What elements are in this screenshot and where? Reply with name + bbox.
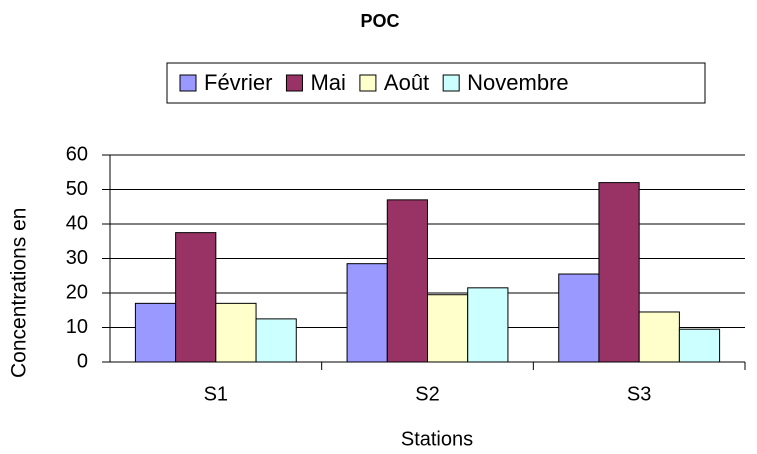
legend-label: Février — [204, 70, 272, 95]
y-tick-label: 30 — [66, 247, 88, 269]
legend-label: Mai — [310, 70, 345, 95]
bar — [134, 302, 177, 363]
bar — [346, 263, 388, 363]
x-tick-label: S3 — [627, 383, 651, 405]
x-tick-label: S1 — [204, 383, 228, 405]
legend-swatch — [442, 74, 460, 92]
legend-swatch — [359, 74, 377, 92]
chart-title: POC — [360, 11, 399, 31]
x-axis-label: Stations — [401, 428, 473, 450]
y-tick-label: 20 — [66, 281, 88, 303]
bar — [215, 302, 257, 363]
y-tick-label: 50 — [66, 178, 88, 200]
x-tick-label: S2 — [415, 383, 439, 405]
bar — [386, 199, 428, 363]
bar — [427, 294, 469, 363]
bar — [255, 318, 297, 363]
legend-label: Août — [384, 70, 429, 95]
y-axis-label: Concentrations en — [8, 208, 31, 378]
legend-box — [166, 62, 706, 104]
y-tick-label: 60 — [66, 143, 88, 165]
bar — [678, 328, 721, 363]
y-axis-label-group: Concentrations en — [8, 208, 31, 378]
bar — [598, 182, 640, 363]
y-tick-label: 0 — [77, 350, 88, 372]
legend-swatch — [285, 74, 303, 92]
bar — [175, 232, 217, 363]
legend-label: Novembre — [467, 70, 568, 95]
bar — [558, 273, 600, 363]
legend-swatch — [179, 74, 197, 92]
y-tick-label: 10 — [66, 316, 88, 338]
y-tick-label: 40 — [66, 212, 88, 234]
bar — [467, 287, 509, 363]
bar — [638, 311, 680, 363]
